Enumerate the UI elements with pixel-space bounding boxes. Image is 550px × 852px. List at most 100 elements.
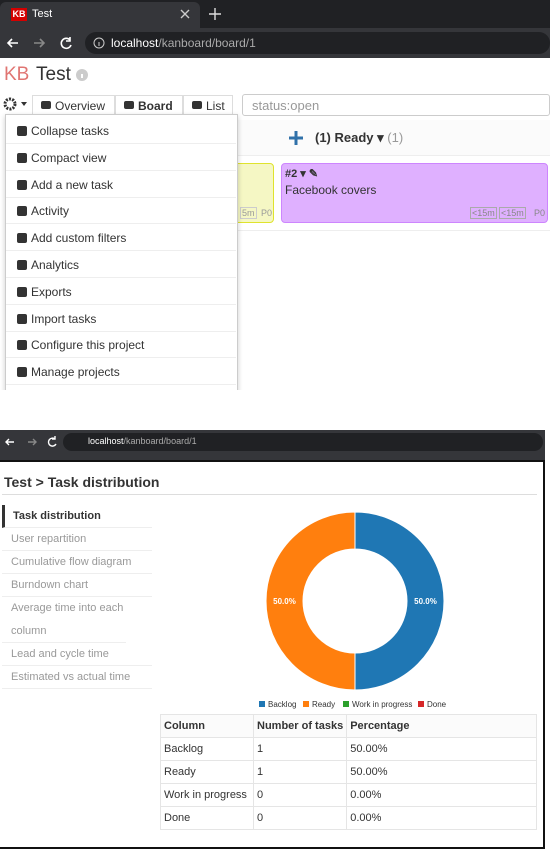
sidebar-link[interactable]: User repartition — [2, 528, 152, 551]
legend-label: Backlog — [268, 700, 296, 709]
view-button[interactable]: Board — [115, 95, 183, 115]
menu-item[interactable]: Exports — [6, 279, 236, 305]
tab[interactable] — [0, 2, 200, 28]
view-button[interactable]: Overview — [32, 95, 115, 115]
sidebar-link[interactable]: Cumulative flow diagram — [2, 551, 152, 574]
view-label: List — [206, 99, 225, 113]
view-label: Overview — [55, 99, 106, 113]
header-cell: Percentage — [346, 714, 537, 738]
tab-title: Test — [32, 8, 53, 20]
donut-chart: 50.0% 50.0% Backlog Ready Work in progress Do… — [259, 511, 447, 709]
card-title: Facebook covers — [285, 183, 377, 197]
column-title: (1) Ready ▾ (1) — [315, 130, 404, 145]
menu-icon — [17, 152, 27, 163]
tab-close[interactable] — [180, 9, 190, 19]
column-count: (1) — [387, 130, 404, 145]
table-cell: Backlog — [160, 737, 254, 761]
gap — [0, 390, 550, 430]
card-time: 5m — [240, 207, 257, 219]
page-title: Test > Task distribution — [4, 474, 160, 490]
card-priority: P0 — [534, 208, 546, 218]
menu-item[interactable]: Configure this project — [6, 332, 236, 359]
menu-icon — [17, 340, 27, 351]
table-header: Column Number of tasks Percentage — [160, 714, 537, 738]
menu-item[interactable]: Analytics — [6, 252, 236, 278]
card-priority: P0 — [261, 208, 273, 218]
url: localhost/kanboard/board/1 — [111, 36, 256, 50]
title-rule — [2, 494, 537, 495]
url: localhost/kanboard/board/1 — [88, 436, 197, 446]
menu-label: Analytics — [31, 258, 80, 272]
menu-label: Import tasks — [31, 311, 97, 326]
menu-item[interactable]: Activity — [6, 198, 236, 225]
menu-item[interactable]: Add custom filters — [6, 225, 236, 252]
legend-label: Work in progress — [352, 700, 412, 709]
project-title: Test — [36, 64, 71, 85]
board-line — [238, 230, 550, 231]
menu-icon — [17, 233, 27, 244]
menu-label: Collapse tasks — [31, 124, 110, 138]
view-icon — [192, 101, 202, 109]
menu-item[interactable]: Import tasks — [6, 306, 236, 332]
add-task[interactable] — [289, 131, 303, 145]
distribution-table: Column Number of tasks Percentage Backlog 1 5… — [160, 714, 537, 830]
menu-label: Activity — [31, 204, 70, 219]
url-host: localhost — [88, 436, 124, 446]
legend-swatch — [303, 701, 309, 707]
logo: KB — [4, 64, 30, 85]
sidebar-link[interactable]: Estimated vs actual time — [2, 666, 152, 689]
menu-icon — [17, 206, 27, 217]
sidebar-link[interactable]: Burndown chart — [2, 574, 152, 597]
menu-label: Exports — [31, 284, 72, 299]
legend-swatch — [343, 701, 349, 707]
legend-label: Done — [427, 700, 447, 709]
table-row: Work in progress 0 0.00% — [160, 783, 537, 807]
menu-icon — [17, 286, 27, 297]
sidebar-link[interactable]: Average time into each column — [2, 597, 126, 643]
table-cell: 0 — [252, 783, 348, 807]
header-cell: Number of tasks — [252, 714, 348, 738]
task-card[interactable] — [281, 163, 548, 223]
address-bar[interactable] — [85, 32, 550, 54]
view-icon — [124, 101, 134, 109]
sidebar-link[interactable]: Task distribution — [2, 505, 152, 528]
table-row: Done 0 0.00% — [160, 806, 537, 830]
url-path: /kanboard/board/1 — [158, 36, 256, 50]
table-cell: Ready — [160, 760, 254, 784]
menu-item[interactable]: Add a new task — [6, 172, 236, 198]
menu-icon — [17, 179, 27, 190]
legend-swatch — [418, 701, 424, 707]
nav-buttons[interactable] — [6, 36, 76, 50]
legend-swatch — [259, 701, 265, 707]
table-cell: 1 — [252, 760, 348, 784]
menu-item[interactable]: Compact view — [6, 145, 236, 171]
nav-buttons[interactable] — [4, 436, 60, 448]
column-name: (1) Ready — [315, 130, 374, 145]
info-icon — [76, 69, 88, 81]
table-cell: 50.00% — [346, 760, 537, 784]
menu-label: Add custom filters — [31, 231, 127, 246]
menu-item[interactable]: Collapse tasks — [6, 118, 236, 144]
sidebar-link[interactable]: Lead and cycle time — [2, 643, 152, 666]
card-id[interactable]: #2 ▾ ✎ — [285, 168, 319, 180]
slice-label: 50.0% — [414, 597, 437, 606]
table-row: Ready 1 50.00% — [160, 760, 537, 784]
view-button[interactable]: List — [183, 95, 233, 115]
gear-dropdown[interactable] — [3, 97, 29, 111]
table-cell: 0.00% — [346, 806, 537, 830]
table-cell: Work in progress — [160, 783, 254, 807]
table-row: Backlog 1 50.00% — [160, 737, 537, 761]
menu-label: Compact view — [31, 150, 107, 165]
legend-label: Ready — [312, 700, 335, 709]
table-cell: 0.00% — [346, 783, 537, 807]
new-tab[interactable] — [209, 8, 221, 20]
address-bar[interactable] — [63, 433, 543, 451]
menu-item[interactable]: Manage projects — [6, 359, 236, 386]
view-icon — [41, 101, 51, 109]
menu-label: Configure this project — [31, 338, 145, 353]
table-cell: Done — [160, 806, 254, 830]
menu-icon — [17, 126, 27, 136]
url-host: localhost — [111, 36, 159, 50]
url-path: /kanboard/board/1 — [123, 436, 197, 446]
